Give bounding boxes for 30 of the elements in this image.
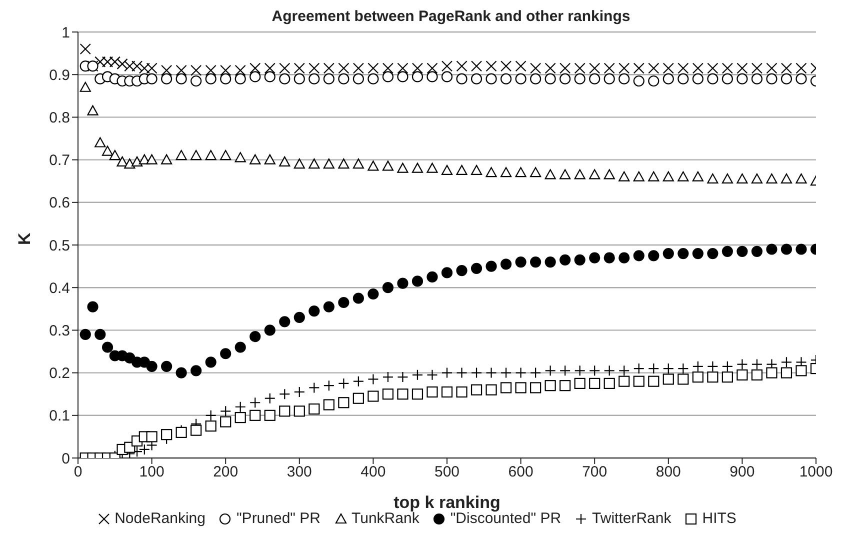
y-tick-label: 0.1 <box>49 408 70 425</box>
legend-label: NodeRanking <box>114 510 206 527</box>
y-axis-title: K <box>15 232 34 245</box>
legend-label: TunkRank <box>352 510 420 527</box>
y-tick-label: 0.3 <box>49 322 70 340</box>
y-tick-label: 0 <box>62 450 70 468</box>
legend-label: "Pruned" PR <box>236 510 321 527</box>
x-tick-label: 1000 <box>799 464 833 481</box>
x-tick-label: 400 <box>360 464 386 481</box>
x-tick-label: 800 <box>656 464 681 481</box>
x-axis-title: top k ranking <box>394 493 500 512</box>
x-tick-label: 100 <box>139 464 164 481</box>
y-tick-label: 0.4 <box>49 280 70 297</box>
x-tick-label: 900 <box>730 464 755 481</box>
x-tick-label: 0 <box>74 464 82 481</box>
y-tick-label: 0.7 <box>49 152 70 170</box>
legend-label: TwitterRank <box>592 510 672 527</box>
y-tick-label: 0.8 <box>49 110 70 127</box>
y-tick-label: 1 <box>62 24 70 42</box>
y-tick-label: 0.6 <box>49 194 70 212</box>
x-tick-label: 200 <box>213 464 238 481</box>
x-tick-label: 600 <box>508 464 534 481</box>
y-tick-label: 0.5 <box>49 237 70 254</box>
x-tick-label: 700 <box>582 464 608 481</box>
x-tick-label: 500 <box>434 464 460 481</box>
x-tick-label: 300 <box>286 464 312 481</box>
y-tick-label: 0.2 <box>49 365 70 382</box>
y-tick-label: 0.9 <box>49 66 70 84</box>
chart-title: Agreement between PageRank and other rankings <box>270 8 632 25</box>
legend-label: HITS <box>702 510 736 527</box>
